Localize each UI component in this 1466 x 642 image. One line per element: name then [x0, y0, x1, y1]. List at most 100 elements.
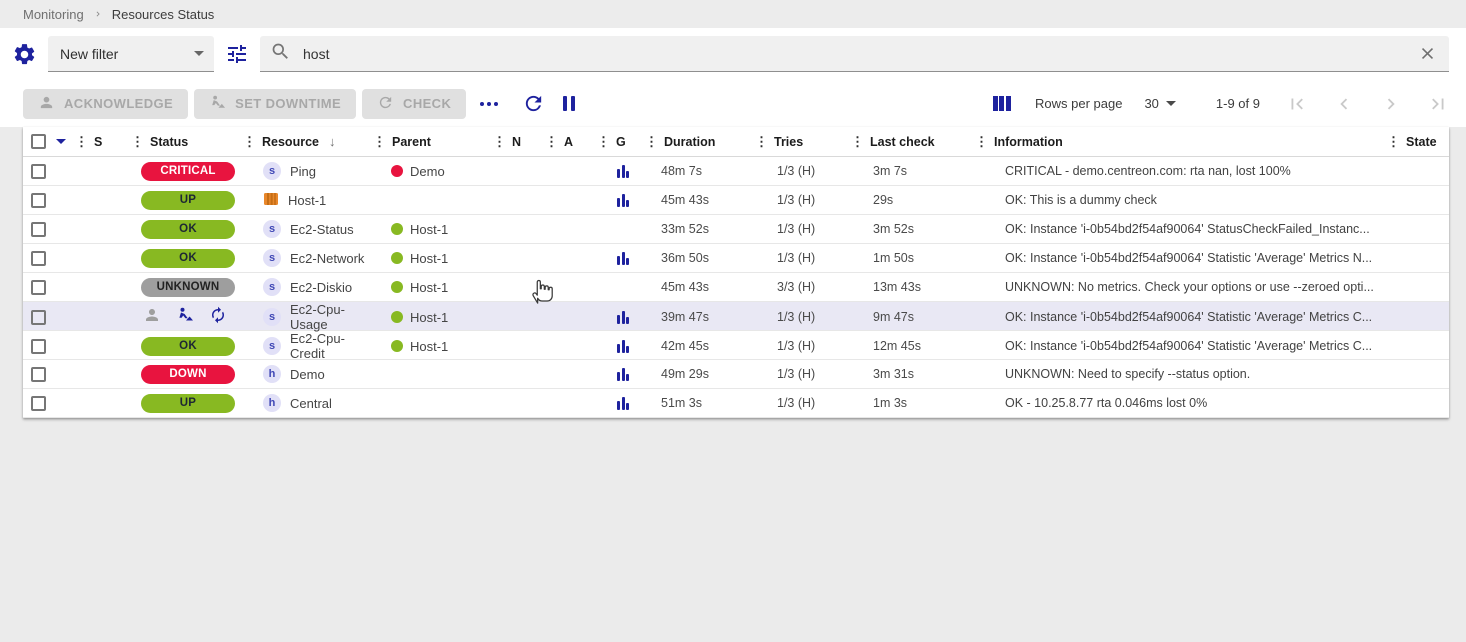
downtime-worker-icon[interactable]	[176, 306, 194, 329]
graph-icon[interactable]	[617, 164, 629, 178]
more-actions-icon[interactable]	[480, 101, 499, 106]
last-check-cell: 13m 43s	[873, 280, 921, 294]
parent-cell[interactable]: Host-1	[373, 222, 493, 237]
tune-filter-icon[interactable]	[225, 42, 249, 66]
graph-icon[interactable]	[617, 367, 629, 381]
column-header-parent[interactable]: ⋮ Parent	[373, 134, 493, 150]
status-badge[interactable]: OK	[141, 336, 235, 356]
drag-handle-icon: ⋮	[243, 133, 256, 149]
resource-cell[interactable]: s Ec2-Status	[243, 220, 373, 238]
rows-per-page-select[interactable]: 30	[1144, 96, 1176, 111]
breadcrumb-item-monitoring[interactable]: Monitoring	[23, 6, 84, 22]
table-row[interactable]: OK s Ec2-Cpu-Credit Host-1 42m 45s 1/3 (H…	[23, 331, 1449, 361]
gear-icon[interactable]	[12, 42, 37, 67]
last-page-icon[interactable]	[1427, 93, 1449, 115]
column-header-g[interactable]: ⋮ G	[597, 134, 645, 150]
prev-page-icon[interactable]	[1333, 93, 1355, 115]
status-badge[interactable]: UP	[141, 393, 235, 413]
resources-table: ⋮ S ⋮ Status ⋮ Resource ↓ ⋮ Parent ⋮ N ⋮ A ⋮ G ⋮ Duratio…	[23, 127, 1449, 418]
resource-cell[interactable]: h Central	[243, 394, 373, 412]
status-badge[interactable]: OK	[141, 248, 235, 268]
row-checkbox[interactable]	[31, 192, 46, 208]
table-row[interactable]: CRITICAL s Ping Demo 48m 7s 1/3 (H) 3m 7s…	[23, 157, 1449, 186]
acknowledge-button[interactable]: ACKNOWLEDGE	[23, 88, 189, 119]
pause-icon[interactable]	[563, 96, 576, 111]
status-cell	[131, 306, 243, 329]
resource-cell[interactable]: s Ec2-Cpu-Usage	[243, 302, 373, 332]
resource-cell[interactable]: s Ec2-Cpu-Credit	[243, 331, 373, 361]
column-header-label: Parent	[392, 134, 431, 149]
drag-handle-icon: ⋮	[1387, 133, 1400, 149]
table-row[interactable]: UP Host-1 45m 43s 1/3 (H) 29s OK: This i…	[23, 186, 1449, 215]
select-all-caret-icon[interactable]	[56, 139, 66, 144]
chevron-down-icon	[1165, 101, 1176, 106]
resource-cell[interactable]: s Ping	[243, 162, 373, 180]
acknowledged-person-icon[interactable]	[143, 306, 161, 329]
column-header-information[interactable]: ⋮ Information	[975, 134, 1387, 150]
graph-cell	[597, 251, 645, 265]
select-all-checkbox[interactable]	[31, 134, 46, 149]
clear-search-icon[interactable]	[1418, 44, 1437, 63]
graph-icon[interactable]	[617, 396, 629, 410]
resource-cell[interactable]: Host-1	[243, 191, 373, 210]
row-checkbox[interactable]	[31, 338, 46, 354]
status-badge[interactable]: UP	[141, 190, 235, 210]
column-header-last-check[interactable]: ⋮ Last check	[851, 134, 975, 150]
column-header-n[interactable]: ⋮ N	[493, 134, 545, 150]
row-checkbox[interactable]	[31, 279, 46, 295]
set-downtime-button[interactable]: SET DOWNTIME	[194, 88, 357, 119]
next-page-icon[interactable]	[1380, 93, 1402, 115]
row-checkbox[interactable]	[31, 163, 46, 179]
row-checkbox[interactable]	[31, 366, 46, 382]
check-button[interactable]: CHECK	[362, 88, 467, 119]
drag-handle-icon: ⋮	[75, 133, 88, 149]
parent-cell[interactable]: Host-1	[373, 251, 493, 266]
parent-cell[interactable]: Host-1	[373, 310, 493, 325]
status-badge[interactable]: DOWN	[141, 364, 235, 384]
resource-cell[interactable]: h Demo	[243, 365, 373, 383]
table-row[interactable]: DOWN h Demo 49m 29s 1/3 (H) 3m 31s UNKNOW…	[23, 360, 1449, 389]
columns-icon[interactable]	[992, 96, 1011, 111]
person-icon	[38, 94, 55, 114]
column-header-s[interactable]: ⋮ S	[75, 134, 131, 150]
search-input[interactable]	[303, 45, 1406, 62]
graph-icon[interactable]	[617, 251, 629, 265]
status-cell: OK	[131, 219, 243, 239]
status-badge[interactable]: CRITICAL	[141, 161, 235, 181]
column-header-label: S	[94, 134, 103, 149]
resource-cell[interactable]: s Ec2-Network	[243, 249, 373, 267]
filter-preset-select[interactable]: New filter	[48, 36, 214, 72]
rows-per-page-label: Rows per page	[1034, 96, 1123, 111]
row-checkbox[interactable]	[31, 221, 46, 237]
table-row[interactable]: UP h Central 51m 3s 1/3 (H) 1m 3s OK - 10…	[23, 389, 1449, 418]
graph-icon[interactable]	[617, 310, 629, 324]
column-header-status[interactable]: ⋮ Status	[131, 134, 243, 150]
table-row[interactable]: s Ec2-Cpu-Usage Host-1 39m 47s 1/3 (H) 9m…	[23, 302, 1449, 332]
graph-icon[interactable]	[617, 193, 629, 207]
row-checkbox[interactable]	[31, 250, 46, 266]
status-badge[interactable]: UNKNOWN	[141, 277, 235, 297]
parent-name: Host-1	[410, 279, 449, 295]
column-header-state[interactable]: ⋮ State	[1387, 134, 1449, 150]
table-row[interactable]: UNKNOWN s Ec2-Diskio Host-1 45m 43s 3/3 (…	[23, 273, 1449, 302]
graph-cell	[597, 193, 645, 207]
table-row[interactable]: OK s Ec2-Network Host-1 36m 50s 1/3 (H) 1…	[23, 244, 1449, 273]
parent-cell[interactable]: Demo	[373, 164, 493, 179]
first-page-icon[interactable]	[1286, 93, 1308, 115]
row-checkbox[interactable]	[31, 309, 46, 325]
status-badge[interactable]: OK	[141, 219, 235, 239]
parent-cell[interactable]: Host-1	[373, 339, 493, 354]
check-sync-icon[interactable]	[209, 306, 227, 329]
resource-cell[interactable]: s Ec2-Diskio	[243, 278, 373, 296]
refresh-icon[interactable]	[522, 92, 545, 115]
graph-icon[interactable]	[617, 339, 629, 353]
column-header-resource[interactable]: ⋮ Resource ↓	[243, 134, 373, 150]
column-header-tries[interactable]: ⋮ Tries	[755, 134, 851, 150]
table-row[interactable]: OK s Ec2-Status Host-1 33m 52s 1/3 (H) 3m…	[23, 215, 1449, 244]
row-checkbox[interactable]	[31, 395, 46, 411]
column-header-duration[interactable]: ⋮ Duration	[645, 134, 755, 150]
column-header-a[interactable]: ⋮ A	[545, 134, 597, 150]
sort-desc-icon: ↓	[328, 134, 336, 149]
search-field[interactable]	[260, 36, 1449, 72]
parent-cell[interactable]: Host-1	[373, 280, 493, 295]
